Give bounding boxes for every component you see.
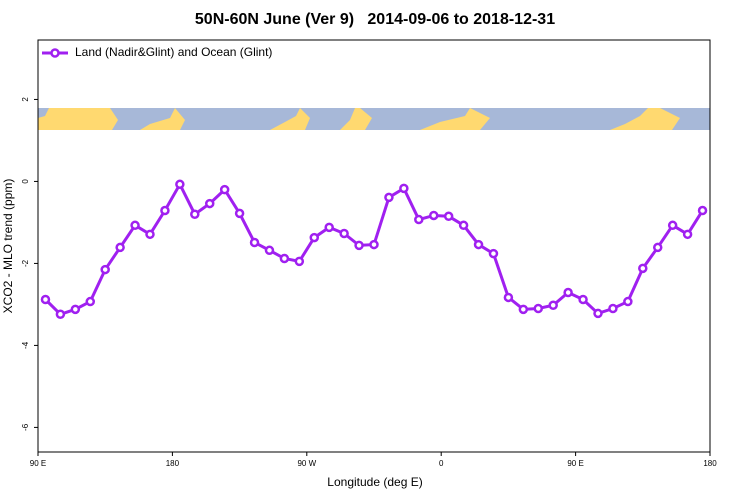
x-axis-label: Longitude (deg E) xyxy=(327,475,422,489)
y-tick-label: -4 xyxy=(21,341,30,349)
data-point xyxy=(85,296,96,307)
data-point xyxy=(369,239,379,250)
x-tick-label: 180 xyxy=(166,459,180,468)
data-point xyxy=(219,184,230,195)
data-point xyxy=(593,308,603,319)
data-point xyxy=(443,211,454,222)
data-point xyxy=(279,253,290,264)
x-tick-label: 0 xyxy=(439,459,444,468)
y-axis-label: XCO2 - MLO trend (ppm) xyxy=(1,179,15,314)
data-point xyxy=(533,303,544,314)
data-point xyxy=(682,229,693,240)
data-point xyxy=(70,304,81,315)
data-point xyxy=(488,248,499,259)
data-point xyxy=(339,228,349,239)
data-point xyxy=(115,242,125,253)
data-point xyxy=(234,208,245,219)
data-point xyxy=(204,198,215,209)
data-point xyxy=(354,240,364,251)
chart-title: 50N-60N June (Ver 9) 2014-09-06 to 2018-… xyxy=(195,11,555,28)
data-point xyxy=(249,237,260,248)
data-point xyxy=(324,222,334,233)
data-point xyxy=(100,264,110,275)
data-point xyxy=(264,245,275,256)
y-tick-label: 2 xyxy=(21,97,30,102)
data-point xyxy=(638,263,648,274)
y-tick-label: -6 xyxy=(21,423,30,431)
data-point xyxy=(458,220,469,231)
data-point xyxy=(190,209,200,219)
y-tick-label: 0 xyxy=(21,179,30,184)
plot-frame xyxy=(37,39,711,453)
data-point xyxy=(55,309,66,320)
data-point xyxy=(414,214,424,225)
data-point xyxy=(563,287,573,298)
data-point xyxy=(130,220,140,231)
data-point xyxy=(145,229,155,240)
data-point xyxy=(160,205,170,216)
data-point xyxy=(608,303,618,314)
data-point xyxy=(473,239,484,250)
map-strip xyxy=(38,108,710,130)
data-point xyxy=(548,300,558,310)
data-point xyxy=(384,192,394,203)
data-point xyxy=(697,205,708,216)
data-point xyxy=(652,242,663,253)
data-point xyxy=(175,179,185,190)
x-tick-label: 90 E xyxy=(567,459,583,468)
data-point xyxy=(623,296,633,307)
x-tick-label: 180 xyxy=(703,459,717,468)
x-tick-label: 90 E xyxy=(30,459,46,468)
legend-label: Land (Nadir&Glint) and Ocean (Glint) xyxy=(75,45,272,59)
x-tick-label: 90 W xyxy=(297,459,316,468)
data-point xyxy=(399,183,409,194)
data-point xyxy=(294,256,305,267)
data-point xyxy=(667,220,678,231)
data-point xyxy=(503,292,514,303)
data-point xyxy=(578,294,588,305)
data-point xyxy=(518,304,529,315)
legend-marker xyxy=(50,48,60,58)
y-tick-label: -2 xyxy=(21,259,30,267)
data-point xyxy=(40,294,51,305)
data-point xyxy=(309,232,320,243)
data-point xyxy=(428,210,439,221)
